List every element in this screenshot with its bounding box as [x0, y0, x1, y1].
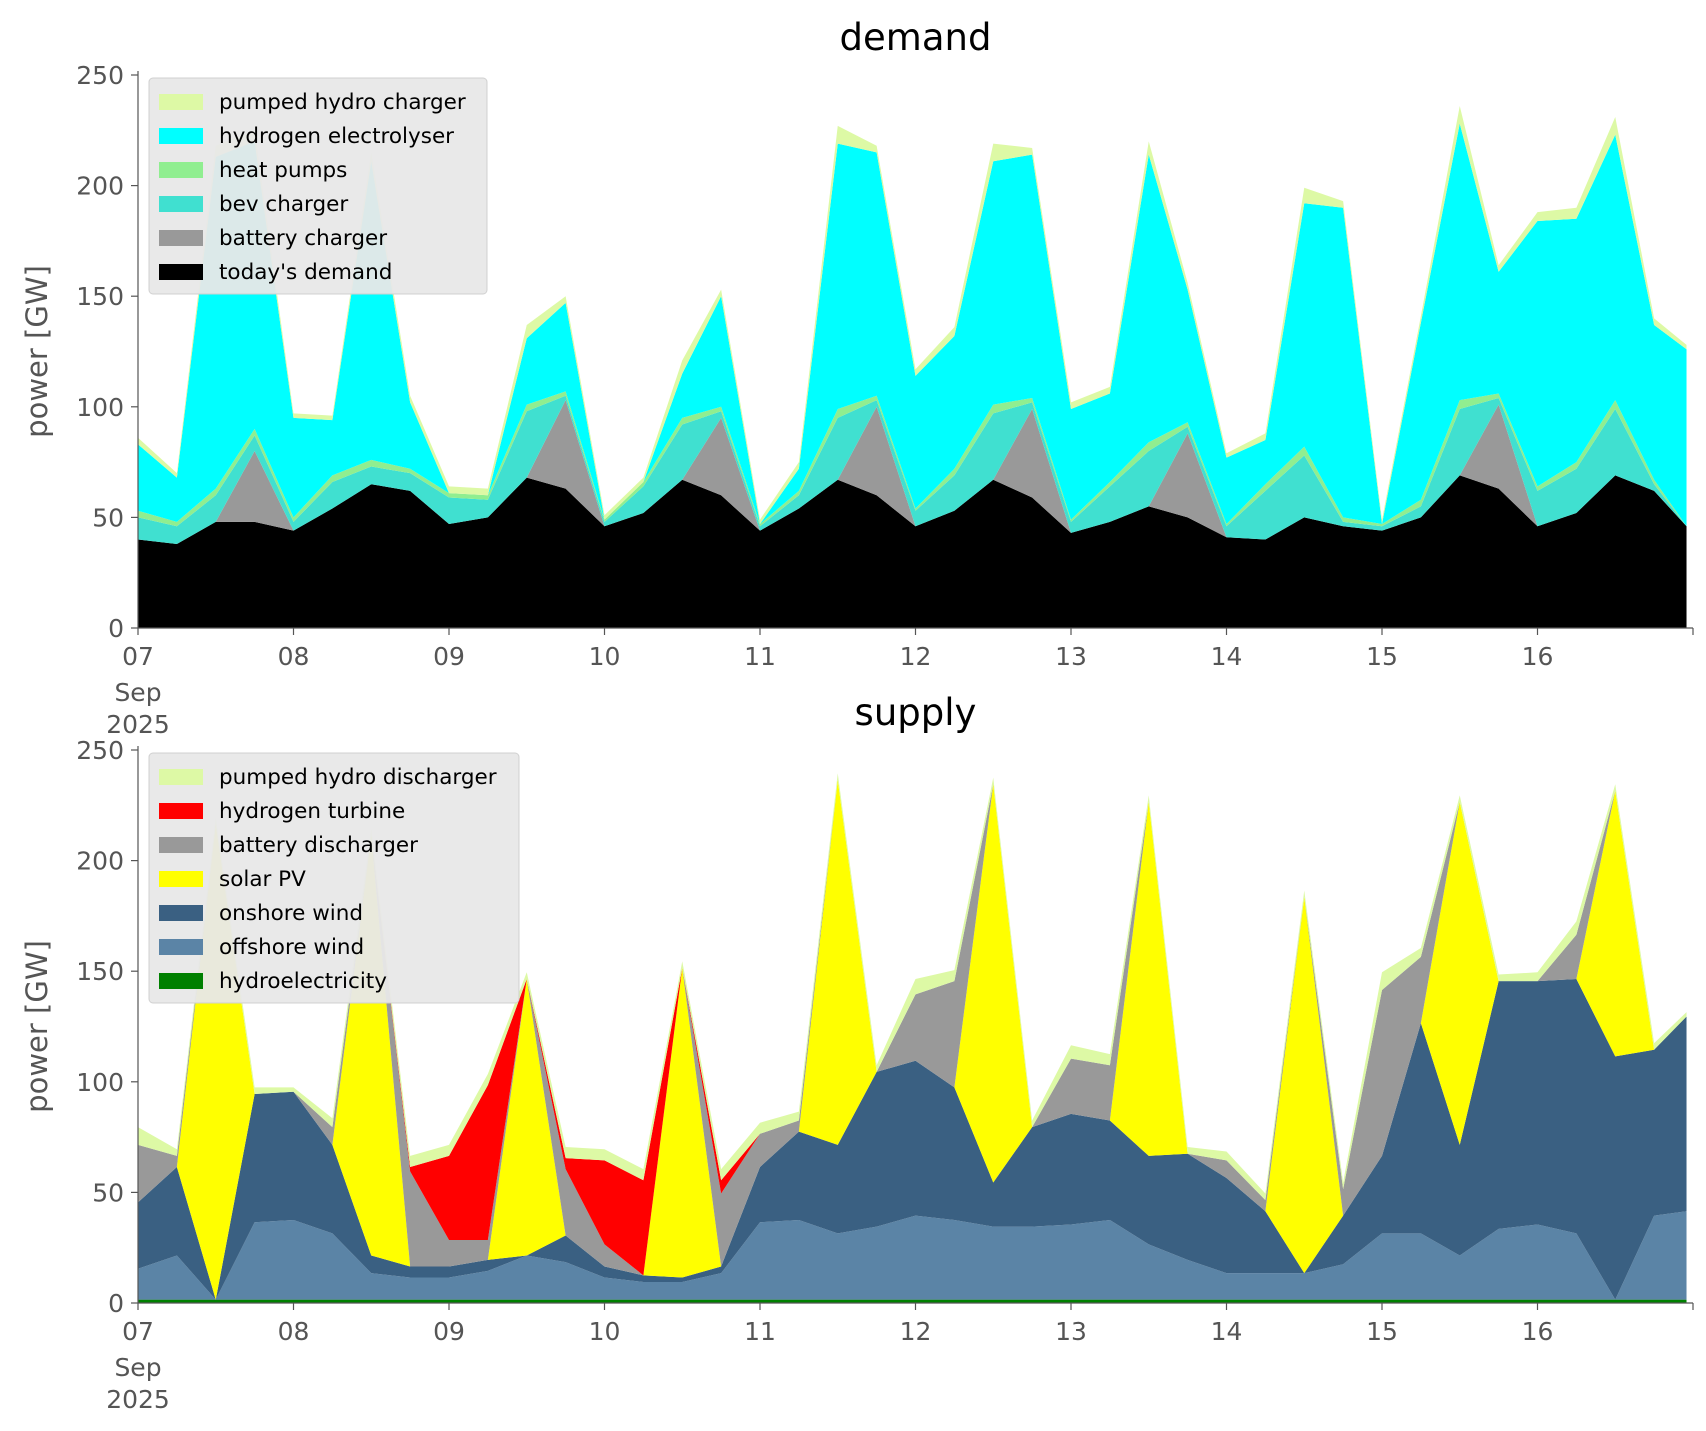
area-today-s-demand: [138, 475, 1687, 628]
legend-label: hydrogen turbine: [219, 799, 405, 824]
legend-label: offshore wind: [219, 935, 364, 960]
y-tick-label: 100: [76, 393, 124, 422]
area-hydrogen-electrolyser: [138, 123, 1687, 527]
demand-panel: 0 50 100 150 200 250 07 08 09 10 11 12 13 14 15 16 Sep 20…: [20, 16, 1694, 739]
y-axis-label: power [GW]: [20, 940, 54, 1113]
y-tick-label: 200: [76, 847, 124, 876]
legend-swatch: [159, 94, 203, 110]
x-tick-label: 10: [589, 642, 621, 671]
y-tick-label: 100: [76, 1068, 124, 1097]
legend-label: battery discharger: [219, 833, 418, 858]
x-tick-label: 15: [1366, 1317, 1398, 1346]
area-battery-charger: [138, 400, 1687, 544]
legend-label: onshore wind: [219, 901, 363, 926]
x-tick-label: 11: [744, 1317, 776, 1346]
legend-swatch: [159, 230, 203, 246]
y-tick-label: 50: [92, 1178, 124, 1207]
area-heat-pumps: [138, 391, 1687, 527]
x-tick-label: 15: [1366, 642, 1398, 671]
legend-swatch: [159, 128, 203, 144]
y-tick-label: 50: [92, 503, 124, 532]
x-tick-label: 09: [433, 642, 465, 671]
legend-box: [148, 77, 488, 295]
y-tick-label: 200: [76, 172, 124, 201]
x-tick-label: 07: [122, 642, 154, 671]
area-bev-charger: [138, 395, 1687, 544]
legend-swatch: [159, 871, 203, 887]
x-tick-label: 08: [278, 1317, 310, 1346]
legend-label: solar PV: [219, 867, 306, 892]
x-tick-label: 10: [589, 1317, 621, 1346]
chart-title: supply: [855, 691, 977, 734]
y-tick-label: 250: [76, 736, 124, 765]
legend-label: today's demand: [219, 260, 392, 285]
legend-label: heat pumps: [219, 158, 347, 183]
x-tick-label: 07: [122, 1317, 154, 1346]
x-tick-label: 12: [900, 1317, 932, 1346]
x-tick-label: 11: [744, 642, 776, 671]
x-tick-label: 14: [1211, 642, 1243, 671]
legend-swatch: [159, 196, 203, 212]
y-tick-label: 250: [76, 61, 124, 90]
legend-box: [148, 752, 520, 1004]
legend-label: hydroelectricity: [219, 969, 387, 994]
legend-swatch: [159, 837, 203, 853]
legend: pumped hydro discharger hydrogen turbine b…: [148, 752, 520, 1004]
legend-swatch: [159, 905, 203, 921]
legend-swatch: [159, 162, 203, 178]
x-tick-label: 09: [433, 1317, 465, 1346]
chart-title: demand: [840, 16, 992, 59]
area-offshore-wind: [138, 1211, 1687, 1300]
legend: pumped hydro charger hydrogen electrolyse…: [148, 77, 488, 295]
y-axis-label: power [GW]: [20, 265, 54, 438]
legend-swatch: [159, 803, 203, 819]
x-tick-label: 14: [1211, 1317, 1243, 1346]
x-tick-label: 16: [1522, 642, 1554, 671]
supply-panel: 0 50 100 150 200 250 07 08 09 10 11 12 13 14 15 16 Sep 20…: [20, 691, 1694, 1414]
legend-swatch: [159, 939, 203, 955]
area-pumped-hydro-discharger: [138, 773, 1687, 1201]
x-tick-label: 13: [1055, 1317, 1087, 1346]
x-tick-sublabel: Sep: [114, 1353, 161, 1382]
x-tick-label: 08: [278, 642, 310, 671]
area-onshore-wind: [138, 978, 1687, 1300]
area-solar-pv: [138, 779, 1687, 1300]
legend-swatch: [159, 973, 203, 989]
legend-swatch: [159, 769, 203, 785]
x-tick-label: 12: [900, 642, 932, 671]
y-tick-label: 0: [108, 614, 124, 643]
legend-label: battery charger: [219, 226, 387, 251]
x-tick-sublabel: 2025: [106, 710, 170, 739]
legend-label: bev charger: [219, 192, 348, 217]
x-tick-sublabel: 2025: [106, 1385, 170, 1414]
legend-label: hydrogen electrolyser: [219, 124, 454, 149]
area-hydroelectricity: [138, 1299, 1687, 1303]
x-tick-sublabel: Sep: [114, 678, 161, 707]
y-tick-label: 150: [76, 282, 124, 311]
legend-label: pumped hydro charger: [219, 90, 466, 115]
legend-swatch: [159, 264, 203, 280]
y-tick-label: 0: [108, 1289, 124, 1318]
legend-label: pumped hydro discharger: [219, 765, 497, 790]
x-tick-label: 13: [1055, 642, 1087, 671]
area-battery-discharger: [138, 779, 1687, 1276]
y-tick-label: 150: [76, 957, 124, 986]
x-tick-label: 16: [1522, 1317, 1554, 1346]
